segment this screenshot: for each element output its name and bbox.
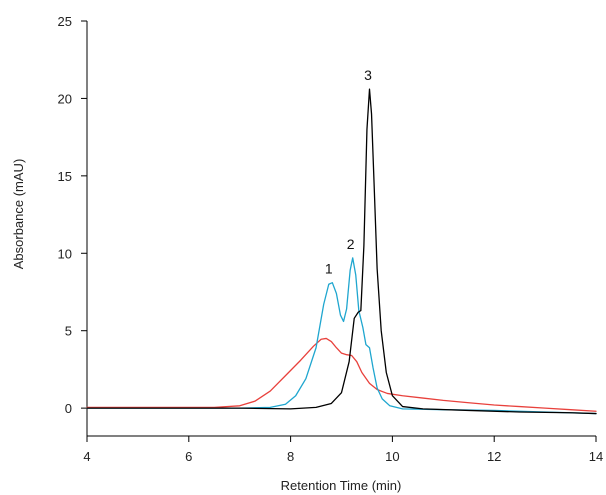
y-tick-label: 15 [58,169,72,184]
x-axis-title: Retention Time (min) [281,478,402,493]
peak-label-1: 1 [325,261,333,277]
x-tick-label: 6 [185,449,192,464]
series-line-1 [86,337,597,412]
series-line-3 [86,88,597,415]
series-line-2 [86,257,597,415]
y-tick-label: 0 [65,401,72,416]
x-tick-label: 12 [487,449,501,464]
peak-label-3: 3 [364,67,372,83]
y-tick-label: 25 [58,14,72,29]
x-tick-label: 14 [589,449,603,464]
x-tick-label: 8 [287,449,294,464]
y-tick-label: 10 [58,246,72,261]
peak-label-2: 2 [347,236,355,252]
peak-annotations: 12 3 [325,67,372,277]
y-axis-title: Absorbance (mAU) [11,159,26,270]
x-tick-label: 10 [385,449,399,464]
y-tick-label: 20 [58,91,72,106]
axes [86,21,596,437]
x-tick-label: 4 [83,449,90,464]
ticks: 4 6 8 10 12 14 0 5 10 15 20 25 [58,14,604,464]
series-group [86,88,597,415]
y-tick-label: 5 [65,324,72,339]
